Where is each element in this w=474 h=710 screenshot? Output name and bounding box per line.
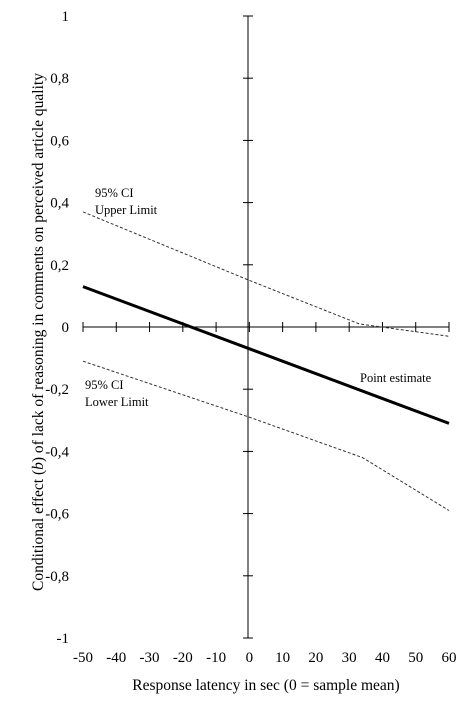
x-tick-label: 40 bbox=[375, 650, 390, 666]
y-tick-label: 0,2 bbox=[50, 258, 69, 274]
y-tick-label: -0,4 bbox=[45, 444, 69, 460]
x-tick-label: 50 bbox=[408, 650, 423, 666]
y-tick-label: -0,6 bbox=[45, 507, 69, 523]
x-tick-label: -20 bbox=[173, 650, 193, 666]
upper-ci-line bbox=[82, 211, 450, 337]
y-axis-title: Conditional effect (b) of lack of reason… bbox=[30, 73, 47, 591]
y-tick-label: 1 bbox=[62, 9, 70, 25]
point-estimate-line bbox=[82, 285, 450, 425]
x-tick-label: -30 bbox=[140, 650, 160, 666]
y-tick-label: 0,8 bbox=[50, 71, 69, 87]
x-axis: -50 -40 -30 -20 -10 0 10 20 30 40 50 60 bbox=[73, 322, 457, 666]
y-tick-label: -0,2 bbox=[45, 382, 69, 398]
x-tick-label: -50 bbox=[73, 650, 93, 666]
y-axis: 1 0,8 0,6 0,4 0,2 0 -0,2 -0,4 -0,6 -0,8 -1 bbox=[45, 9, 253, 647]
y-tick-label: -0,8 bbox=[45, 569, 69, 585]
x-tick-label: 10 bbox=[275, 650, 290, 666]
annotation-upper-ci-2: Upper Limit bbox=[95, 203, 158, 217]
x-tick-label: 60 bbox=[442, 650, 457, 666]
y-tick-label: 0,4 bbox=[50, 196, 69, 212]
y-axis-title-symbol: b bbox=[30, 462, 47, 470]
y-tick-label: 0 bbox=[62, 320, 70, 336]
x-tick-label: 20 bbox=[308, 650, 323, 666]
x-tick-label: 30 bbox=[342, 650, 357, 666]
y-axis-title-part-2: ) of lack of reasoning in comments on pe… bbox=[30, 73, 47, 462]
x-tick-label: 0 bbox=[246, 650, 254, 666]
y-axis-title-part-1: Conditional effect ( bbox=[30, 470, 47, 591]
annotation-lower-ci-2: Lower Limit bbox=[85, 395, 149, 409]
x-tick-label: -40 bbox=[106, 650, 126, 666]
x-axis-title: Response latency in sec (0 = sample mean… bbox=[132, 677, 399, 694]
annotation-point-estimate: Point estimate bbox=[360, 371, 432, 385]
y-tick-label: -1 bbox=[57, 631, 70, 647]
annotation-upper-ci-1: 95% CI bbox=[95, 186, 134, 200]
x-tick-label: -10 bbox=[206, 650, 226, 666]
y-tick-label: 0,6 bbox=[50, 133, 69, 149]
annotation-lower-ci-1: 95% CI bbox=[85, 378, 124, 392]
series-layer bbox=[82, 211, 450, 511]
lower-ci-line bbox=[82, 360, 450, 511]
